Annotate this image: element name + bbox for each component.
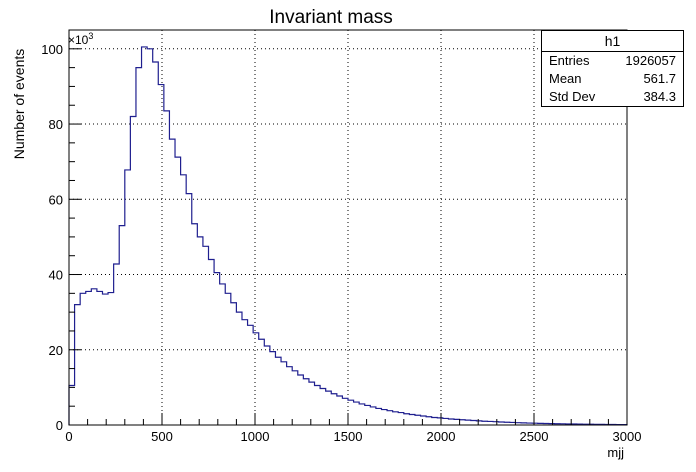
y-axis-label: Number of events — [11, 49, 27, 160]
y-axis-multiplier: ×103 — [68, 31, 93, 47]
y-tick-label: 80 — [49, 117, 63, 132]
x-axis-label: mjj — [607, 445, 624, 460]
y-tick-label: 20 — [49, 343, 63, 358]
stats-value: 561.7 — [643, 71, 676, 86]
stats-box: h1 Entries 1926057 Mean 561.7 Std Dev 38… — [541, 30, 684, 107]
stats-row-stddev: Std Dev 384.3 — [542, 88, 683, 106]
stats-label: Entries — [549, 53, 590, 68]
stats-row-mean: Mean 561.7 — [542, 70, 683, 88]
x-tick-label: 2000 — [427, 429, 456, 444]
stats-title: h1 — [542, 31, 683, 52]
axes: 0 500 1000 1500 2000 2500 3000 0 20 40 60 80 100 — [41, 29, 642, 444]
x-tick-label: 1500 — [334, 429, 363, 444]
stats-value: 1926057 — [625, 53, 676, 68]
y-tick-label: 60 — [49, 192, 63, 207]
x-tick-label: 1000 — [241, 429, 270, 444]
stats-label: Mean — [549, 71, 582, 86]
x-tick-label: 3000 — [613, 429, 642, 444]
stats-label: Std Dev — [549, 89, 596, 104]
x-tick-label: 500 — [151, 429, 173, 444]
histogram-series — [68, 46, 628, 426]
stats-row-entries: Entries 1926057 — [542, 52, 683, 70]
x-tick-label: 0 — [65, 429, 72, 444]
x-tick-label: 2500 — [520, 429, 549, 444]
histogram-line — [68, 46, 628, 426]
y-tick-label: 0 — [56, 418, 63, 433]
y-tick-label: 100 — [41, 42, 63, 57]
stats-value: 384.3 — [643, 89, 676, 104]
y-tick-label: 40 — [49, 268, 63, 283]
chart-title: Invariant mass — [269, 7, 393, 28]
grid-layer — [69, 30, 627, 425]
